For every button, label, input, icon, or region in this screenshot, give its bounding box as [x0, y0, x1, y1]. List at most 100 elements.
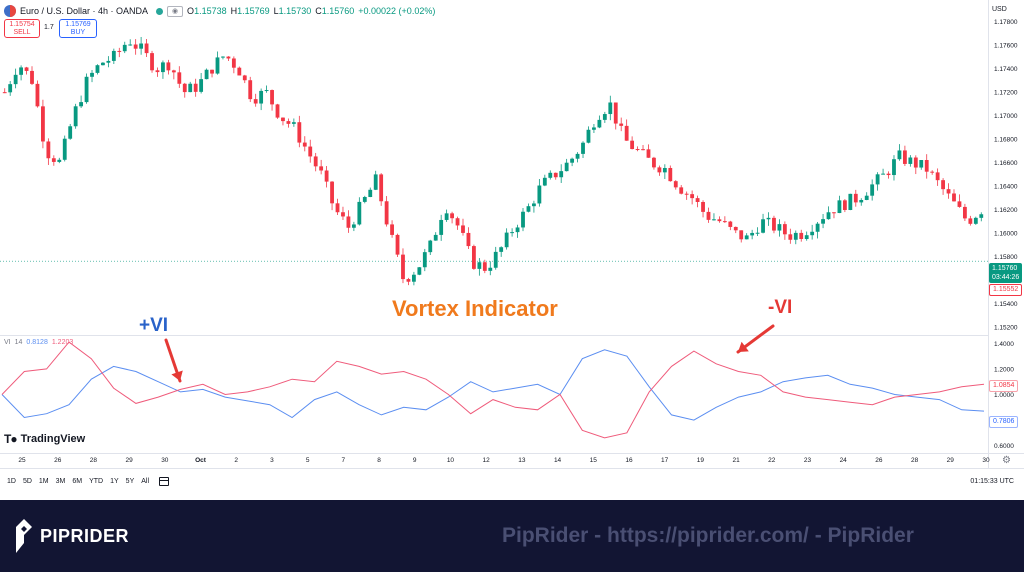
candle-body	[226, 56, 231, 59]
candle-body	[542, 177, 547, 186]
price-tick-label: 1.15800	[994, 254, 1018, 261]
piprider-logo[interactable]: PIPRIDER	[14, 517, 129, 555]
symbol-title[interactable]: Euro / U.S. Dollar · 4h · OANDA	[20, 6, 149, 16]
sell-price: 1.15754	[9, 21, 35, 28]
chart-frame[interactable]: 1.17800 1.17600 1.17400 1.17200 1.17000 1.168…	[0, 0, 1024, 500]
candle-body	[357, 201, 362, 225]
candle-body	[471, 246, 476, 269]
price-tick-label: 1.15400	[994, 301, 1018, 308]
vi-tick-label: 1.2000	[994, 366, 1014, 373]
candle-body	[286, 121, 291, 124]
minus-vi-annotation: -VI	[768, 297, 793, 318]
candle-body	[13, 74, 18, 85]
candle-body	[41, 106, 45, 142]
candle-body	[684, 193, 689, 195]
footer-watermark-text: PipRider - https://piprider.com/ - PipRi…	[502, 524, 914, 547]
candle-body	[324, 170, 329, 182]
candle-body	[515, 227, 520, 233]
buy-button[interactable]: 1.15769 BUY	[59, 19, 97, 38]
vi-legend[interactable]: VI 14 0.8128 1.2203	[4, 339, 73, 346]
time-tick-label: 21	[732, 457, 740, 464]
candle-body	[493, 251, 498, 268]
candle-body	[30, 70, 34, 84]
time-tick-label: 28	[911, 457, 919, 464]
candle-body	[652, 157, 656, 168]
range-5d[interactable]: 5D	[22, 477, 32, 485]
vi-minus-tag: 1.0854	[989, 380, 1019, 392]
candle-body	[259, 90, 264, 104]
candle-body	[57, 159, 62, 162]
candle-body	[695, 198, 700, 202]
plus-vi-annotation: +VI	[139, 315, 169, 336]
candle-body	[139, 43, 144, 49]
price-tick-label: 1.17400	[994, 66, 1018, 73]
time-tick-label: 29	[947, 457, 955, 464]
candle-body	[717, 219, 722, 222]
ohlc-change: +0.00022 (+0.02%)	[358, 6, 436, 16]
candle-body	[477, 262, 482, 269]
price-tick-label: 1.17600	[994, 43, 1018, 50]
candle-body	[613, 102, 618, 124]
sell-label: SELL	[13, 29, 31, 36]
candle-body	[242, 75, 247, 81]
candle-body	[815, 223, 820, 232]
candle-body	[564, 162, 569, 172]
candle-body	[466, 232, 471, 247]
vi-tick-label: 0.6000	[994, 443, 1014, 450]
price-tick-label: 1.16200	[994, 207, 1018, 214]
candle-body	[968, 218, 973, 224]
candle-body	[782, 224, 787, 235]
time-tick-label: 8	[377, 457, 381, 464]
calendar-icon[interactable]	[159, 476, 170, 486]
candle-body	[73, 106, 78, 127]
candle-body	[575, 153, 580, 159]
candle-body	[548, 172, 553, 178]
candle-body	[799, 232, 804, 240]
candle-body	[657, 167, 662, 173]
candle-body	[979, 214, 984, 218]
gear-icon[interactable]: ⚙	[1002, 455, 1011, 466]
price-tick-label: 1.16000	[994, 231, 1018, 238]
range-6m[interactable]: 6M	[72, 477, 83, 485]
time-tick-label: 14	[554, 457, 562, 464]
time-tick-label: 25	[18, 457, 26, 464]
eur-usd-flag-icon	[4, 5, 16, 17]
sell-button[interactable]: 1.15754 SELL	[4, 19, 40, 38]
candle-body	[461, 225, 465, 233]
range-1m[interactable]: 1M	[38, 477, 49, 485]
range-1d[interactable]: 1D	[7, 477, 16, 485]
time-tick-label: 13	[518, 457, 526, 464]
ohlc-open: O1.15738	[187, 6, 227, 16]
candle-body	[455, 218, 460, 226]
spread-value: 1.7	[44, 24, 54, 31]
chart-header: Euro / U.S. Dollar · 4h · OANDA ◉ O1.157…	[4, 4, 435, 18]
vi-minus-line	[1, 341, 985, 439]
ohlc-close: C1.15760	[315, 6, 355, 16]
currency-selector[interactable]: USD	[992, 6, 1007, 13]
candle-body	[406, 279, 411, 282]
candle-body	[608, 102, 613, 115]
candle-body	[668, 167, 673, 182]
candle-body	[362, 197, 367, 202]
tradingview-label: TradingView	[20, 433, 86, 445]
candle-body	[602, 114, 607, 120]
clock-utc[interactable]: 01:15:33 UTC	[970, 477, 1014, 485]
candle-body	[379, 174, 384, 202]
vi-plus-line	[1, 349, 985, 421]
time-tick-label: 26	[54, 457, 62, 464]
chart-canvas[interactable]: 1.17800 1.17600 1.17400 1.17200 1.17000 1.168…	[0, 0, 1024, 500]
candle-body	[853, 193, 858, 203]
bottom-toolbar: 1D 5D 1M 3M 6M YTD 1Y 5Y All 01:15:33 UTC	[0, 470, 1024, 492]
range-1y[interactable]: 1Y	[110, 477, 119, 485]
candle-body	[521, 211, 525, 228]
range-3m[interactable]: 3M	[55, 477, 66, 485]
candle-body	[111, 50, 116, 61]
candle-body	[313, 156, 318, 167]
tradingview-logo[interactable]: T● TradingView	[4, 432, 85, 446]
eye-icon[interactable]: ◉	[167, 5, 184, 17]
current-price-tag: 1.15760 03:44:26	[989, 263, 1023, 283]
range-all[interactable]: All	[141, 477, 150, 485]
range-ytd[interactable]: YTD	[89, 477, 104, 485]
range-5y[interactable]: 5Y	[125, 477, 135, 485]
candle-body	[444, 213, 449, 220]
